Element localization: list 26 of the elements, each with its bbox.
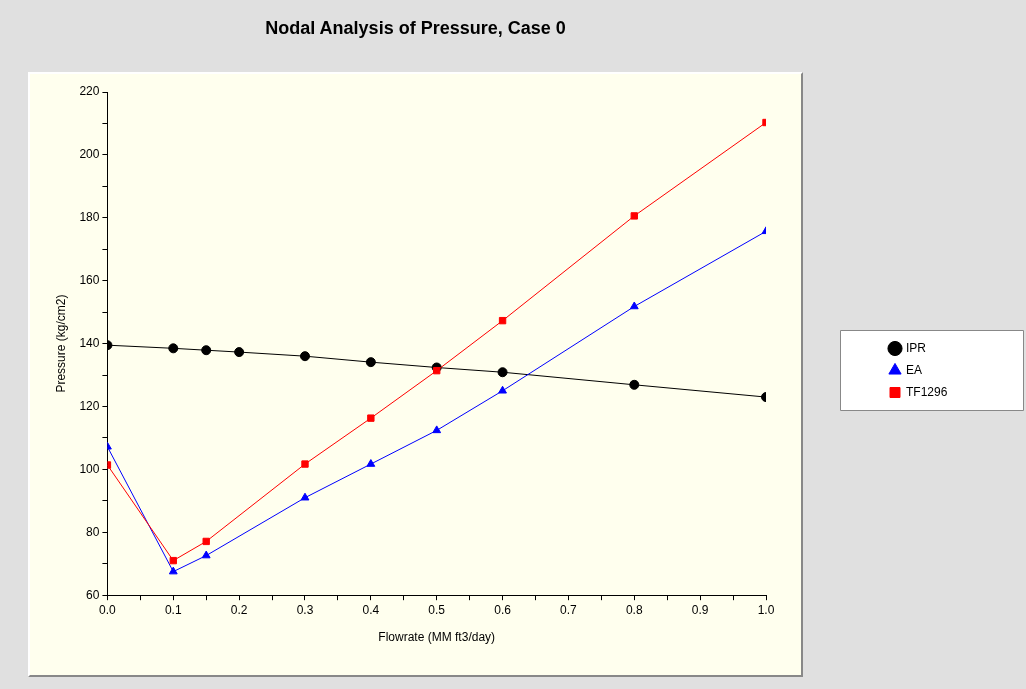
y-tick-label: 180 [79,210,100,225]
legend-label: IPR [906,340,927,355]
x-tick-label: 1.0 [757,602,775,617]
x-tick-label: 0.7 [560,602,578,617]
y-tick-label: 220 [79,84,100,99]
y-tick-label: 120 [79,398,100,413]
x-tick-label: 0.1 [164,602,182,617]
x-tick-label: 0.3 [296,602,314,617]
y-tick-label: 100 [79,461,100,476]
x-tick-label: 0.0 [99,602,117,617]
x-tick-label: 0.6 [494,602,512,617]
legend-label: EA [906,362,923,377]
x-tick-label: 0.8 [625,602,643,617]
y-tick-label: 200 [79,147,100,162]
y-tick-label: 80 [86,524,100,539]
x-axis-title: Flowrate (MM ft3/day) [378,630,496,645]
y-axis-title: Pressure (kg/cm2) [53,294,68,393]
chart-title: Nodal Analysis of Pressure, Case 0 [264,18,567,39]
x-tick-label: 0.4 [362,602,380,617]
x-tick-label: 0.9 [691,602,709,617]
y-tick-label: 60 [86,587,100,602]
y-tick-label: 140 [79,335,100,350]
x-tick-label: 0.2 [230,602,248,617]
y-tick-label: 160 [79,273,100,288]
x-tick-label: 0.5 [428,602,446,617]
legend-label: TF1296 [906,384,948,399]
